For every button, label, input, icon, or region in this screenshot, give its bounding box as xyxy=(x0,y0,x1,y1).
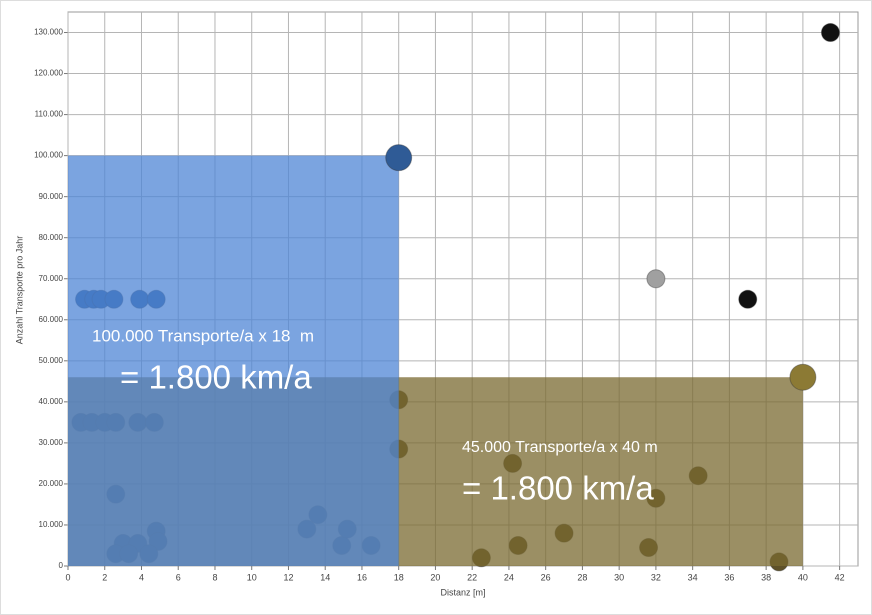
y-tick-label: 130.000 xyxy=(34,28,63,37)
y-tick-label: 120.000 xyxy=(34,69,63,78)
y-tick-label: 40.000 xyxy=(39,397,64,406)
data-point xyxy=(738,289,758,309)
x-tick-label: 26 xyxy=(541,572,551,582)
x-tick-label: 0 xyxy=(65,572,70,582)
y-tick-label: 80.000 xyxy=(39,233,64,242)
y-tick-label: 30.000 xyxy=(39,438,64,447)
y-tick-label: 110.000 xyxy=(35,110,64,119)
data-point xyxy=(646,269,666,289)
x-tick-label: 16 xyxy=(357,572,367,582)
y-tick-label: 0 xyxy=(59,561,64,570)
y-tick-label: 60.000 xyxy=(39,315,64,324)
y-tick-label: 100.000 xyxy=(34,151,63,160)
y-tick-label: 50.000 xyxy=(39,356,64,365)
annotation: 45.000 Transporte/a x 40 m xyxy=(462,439,658,456)
x-tick-label: 32 xyxy=(651,572,661,582)
x-axis-label: Distanz [m] xyxy=(440,587,485,597)
y-tick-label: 90.000 xyxy=(39,192,64,201)
x-tick-label: 12 xyxy=(283,572,293,582)
x-tick-label: 24 xyxy=(504,572,514,582)
annotation: = 1.800 km/a xyxy=(120,359,312,396)
y-tick-label: 10.000 xyxy=(39,520,64,529)
x-tick-label: 40 xyxy=(798,572,808,582)
x-tick-label: 2 xyxy=(102,572,107,582)
x-tick-label: 6 xyxy=(176,572,181,582)
x-tick-label: 18 xyxy=(394,572,404,582)
x-tick-label: 14 xyxy=(320,572,330,582)
annotation: = 1.800 km/a xyxy=(462,470,654,507)
x-tick-label: 28 xyxy=(577,572,587,582)
x-tick-label: 36 xyxy=(724,572,734,582)
x-tick-label: 34 xyxy=(688,572,698,582)
x-tick-label: 42 xyxy=(835,572,845,582)
data-point xyxy=(789,363,817,391)
x-tick-label: 38 xyxy=(761,572,771,582)
data-point xyxy=(385,144,413,172)
x-tick-label: 4 xyxy=(139,572,144,582)
data-point xyxy=(820,23,840,43)
x-tick-label: 10 xyxy=(247,572,257,582)
x-tick-label: 20 xyxy=(430,572,440,582)
x-tick-label: 8 xyxy=(212,572,217,582)
x-tick-label: 22 xyxy=(467,572,477,582)
y-tick-label: 70.000 xyxy=(39,274,64,283)
region xyxy=(68,155,399,566)
y-axis-label: Anzahl Transporte pro Jahr xyxy=(14,236,24,345)
annotation: 100.000 Transporte/a x 18 m xyxy=(92,326,314,345)
x-tick-label: 30 xyxy=(614,572,624,582)
y-tick-label: 20.000 xyxy=(39,479,64,488)
